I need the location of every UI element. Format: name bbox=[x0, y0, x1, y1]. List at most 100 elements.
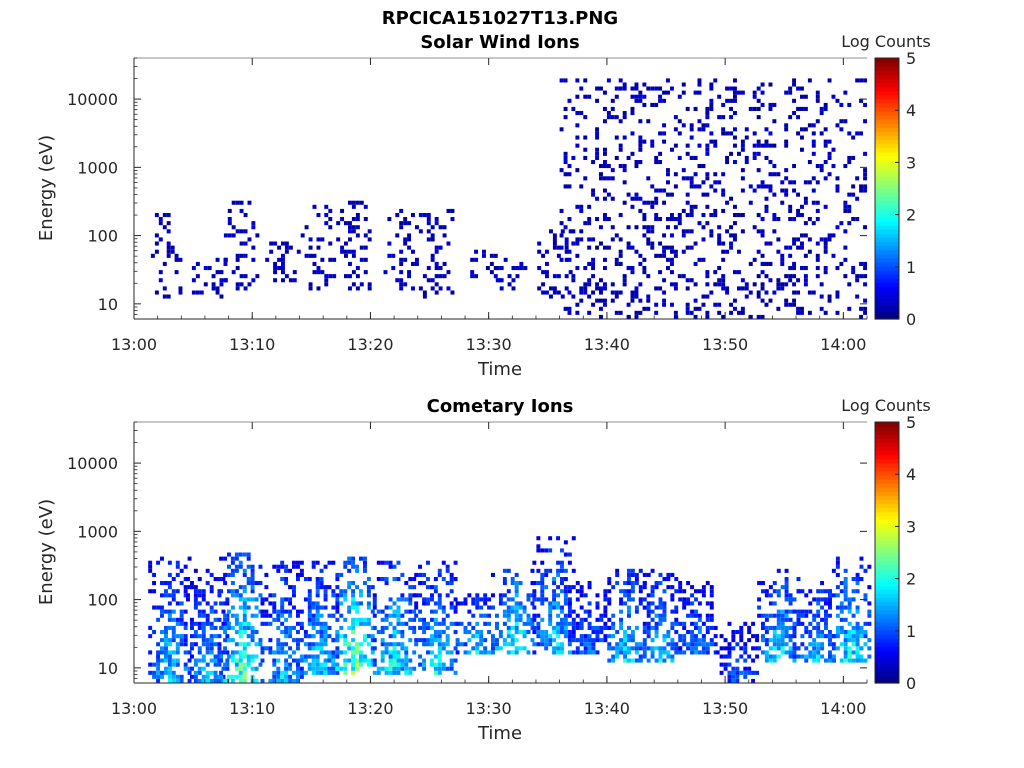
heatmap-cell bbox=[863, 568, 868, 573]
heatmap-cell bbox=[599, 286, 603, 291]
heatmap-cell bbox=[735, 630, 740, 635]
heatmap-cell bbox=[156, 658, 161, 663]
heatmap-cell bbox=[343, 564, 348, 569]
heatmap-cell bbox=[400, 613, 405, 618]
heatmap-cell bbox=[610, 282, 615, 287]
heatmap-cell bbox=[284, 241, 289, 246]
colorbar-segment bbox=[875, 572, 899, 578]
heatmap-cell bbox=[495, 278, 500, 283]
heatmap-cell bbox=[246, 658, 251, 663]
heatmap-cell bbox=[426, 585, 430, 590]
heatmap-cell bbox=[560, 568, 564, 573]
heatmap-cell bbox=[246, 662, 251, 667]
heatmap-cell bbox=[721, 282, 726, 287]
heatmap-cell bbox=[190, 625, 194, 630]
heatmap-cell bbox=[396, 658, 401, 663]
heatmap-cell bbox=[654, 253, 659, 258]
heatmap-cell bbox=[339, 666, 344, 671]
heatmap-cell bbox=[603, 266, 607, 271]
heatmap-cell bbox=[319, 646, 324, 651]
heatmap-cell bbox=[855, 196, 860, 201]
heatmap-cell bbox=[772, 164, 777, 169]
heatmap-cell bbox=[740, 147, 745, 152]
heatmap-cell bbox=[506, 568, 511, 573]
heatmap-cell bbox=[855, 621, 860, 626]
heatmap-cell bbox=[348, 261, 352, 266]
heatmap-cell bbox=[618, 213, 623, 218]
heatmap-cell bbox=[388, 613, 393, 618]
colorbar-segment bbox=[875, 172, 899, 177]
heatmap-cell bbox=[441, 617, 446, 622]
heatmap-cell bbox=[828, 630, 832, 635]
heatmap-cell bbox=[727, 642, 732, 647]
heatmap-cell bbox=[359, 662, 363, 667]
heatmap-cell bbox=[296, 621, 300, 626]
heatmap-cell bbox=[340, 245, 345, 250]
heatmap-cell bbox=[316, 237, 321, 242]
heatmap-cell bbox=[209, 585, 214, 590]
heatmap-cell bbox=[315, 589, 320, 594]
heatmap-cell bbox=[583, 646, 588, 651]
heatmap-cell bbox=[288, 654, 293, 659]
heatmap-cell bbox=[269, 249, 274, 254]
heatmap-cell bbox=[324, 204, 329, 209]
heatmap-cell bbox=[751, 658, 756, 663]
heatmap-cell bbox=[739, 630, 744, 635]
heatmap-cell bbox=[642, 654, 647, 659]
heatmap-cell bbox=[351, 204, 356, 209]
heatmap-cell bbox=[776, 282, 781, 287]
heatmap-cell bbox=[426, 638, 430, 643]
heatmap-cell bbox=[614, 155, 619, 160]
heatmap-cell bbox=[796, 609, 801, 614]
heatmap-cell bbox=[372, 593, 377, 598]
cometary-title: Cometary Ions bbox=[427, 396, 574, 417]
heatmap-cell bbox=[803, 233, 808, 238]
heatmap-cell bbox=[315, 609, 320, 614]
heatmap-cell bbox=[792, 78, 797, 83]
heatmap-cell bbox=[441, 577, 446, 582]
heatmap-cell bbox=[587, 601, 592, 606]
heatmap-cell bbox=[678, 646, 683, 651]
heatmap-cell bbox=[646, 601, 651, 606]
heatmap-cell bbox=[426, 217, 431, 222]
colorbar-segment bbox=[875, 666, 899, 672]
heatmap-cell bbox=[514, 609, 519, 614]
heatmap-cell bbox=[563, 172, 568, 177]
heatmap-cell bbox=[219, 601, 224, 606]
heatmap-cell bbox=[502, 581, 507, 586]
heatmap-cell bbox=[545, 249, 549, 254]
heatmap-cell bbox=[811, 200, 816, 205]
heatmap-cell bbox=[363, 634, 367, 639]
heatmap-cell bbox=[280, 670, 285, 675]
heatmap-cell bbox=[843, 638, 848, 643]
heatmap-cell bbox=[292, 270, 297, 275]
heatmap-cell bbox=[634, 294, 639, 299]
heatmap-cell bbox=[756, 98, 761, 103]
heatmap-cell bbox=[827, 233, 832, 238]
heatmap-cell bbox=[618, 290, 623, 295]
heatmap-cell bbox=[831, 94, 836, 99]
heatmap-cell bbox=[752, 257, 757, 262]
heatmap-cell bbox=[221, 666, 226, 671]
heatmap-cell bbox=[731, 674, 736, 679]
heatmap-cell bbox=[674, 609, 679, 614]
heatmap-cell bbox=[642, 581, 647, 586]
heatmap-cell bbox=[827, 151, 832, 156]
heatmap-cell bbox=[498, 593, 503, 598]
heatmap-cell bbox=[682, 634, 687, 639]
heatmap-cell bbox=[408, 638, 413, 643]
heatmap-cell bbox=[776, 634, 781, 639]
heatmap-cell bbox=[792, 111, 797, 116]
heatmap-cell bbox=[666, 654, 671, 659]
heatmap-cell bbox=[677, 274, 682, 279]
heatmap-cell bbox=[713, 208, 718, 213]
heatmap-cell bbox=[701, 123, 706, 128]
x-tick-label: 14:00 bbox=[820, 699, 866, 718]
colorbar-segment bbox=[875, 270, 899, 275]
heatmap-cell bbox=[225, 678, 230, 683]
heatmap-cell bbox=[563, 306, 568, 311]
heatmap-cell bbox=[343, 638, 348, 643]
heatmap-cell bbox=[433, 638, 438, 643]
heatmap-cell bbox=[242, 646, 247, 651]
heatmap-cell bbox=[603, 151, 607, 156]
